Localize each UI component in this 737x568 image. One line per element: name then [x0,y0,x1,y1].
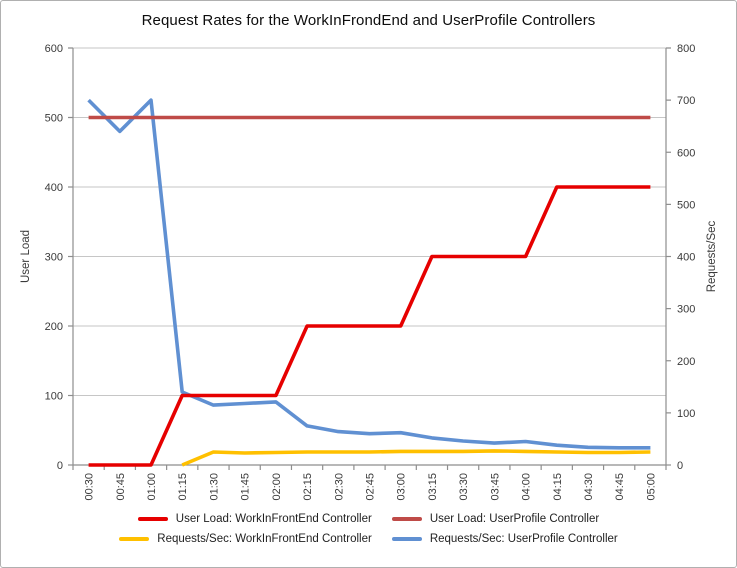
left-axis-tick-label: 600 [45,43,63,55]
right-axis-tick-label: 300 [677,304,695,316]
left-axis-tick-label: 300 [45,252,63,264]
x-axis-tick-label: 00:30 [84,473,96,501]
legend-line-swatch [137,517,168,521]
x-axis-tick-label: 00:45 [115,473,127,501]
left-axis-tick-label: 400 [45,182,63,194]
x-axis-tick-label: 01:30 [208,473,220,501]
x-axis-tick-label: 01:00 [146,473,158,501]
x-axis-tick-label: 05:00 [645,473,657,501]
legend-label: User Load: WorkInFrontEnd Controller [175,513,372,525]
x-axis-tick-label: 02:15 [302,473,314,501]
left-axis-tick-label: 0 [57,460,63,472]
x-axis-tick-label: 02:00 [271,473,283,501]
gridlines [73,47,666,396]
x-axis-tick-label: 02:45 [365,473,377,501]
x-axis-tick-label: 01:45 [240,473,252,501]
right-axis-tick-label: 200 [677,356,695,368]
x-axis-tick-label: 04:45 [614,473,626,501]
axes [68,47,671,470]
left-axis-tick-label: 200 [45,321,63,333]
x-axis-tick-label: 01:15 [177,473,189,501]
x-axis-tick-label: 02:30 [333,473,345,501]
x-axis-tick-label: 03:30 [458,473,470,501]
series-lines [87,98,651,467]
series-line [87,98,651,450]
legend-label: Requests/Sec: WorkInFrontEnd Controller [157,533,372,545]
right-axis-title: Requests/Sec [706,220,718,292]
legend-item-requests-userprofile: Requests/Sec: UserProfile Controller [391,533,618,545]
series-line [181,449,651,467]
x-axis-tick-label: 03:15 [427,473,439,501]
legend-row: User Load: WorkInFrontEnd Controller Use… [137,513,600,525]
left-axis-title: User Load [20,230,32,283]
right-axis-tick-label: 0 [677,460,683,472]
legend-label: User Load: UserProfile Controller [429,513,600,525]
chart-title: Request Rates for the WorkInFrondEnd and… [141,12,596,29]
tick-labels: 0 100 200 300 400 500 600 0 100 200 300 400 500 600 70… [45,43,696,501]
right-axis-tick-label: 800 [677,43,695,55]
series-line [88,185,651,467]
right-axis-tick-label: 100 [677,408,695,420]
legend-item-userload-workinfrontend: User Load: WorkInFrontEnd Controller [137,513,372,525]
right-axis-tick-label: 400 [677,252,695,264]
x-axis-tick-label: 03:45 [489,473,501,501]
x-axis-tick-label: 04:00 [521,473,533,501]
legend-line-swatch [391,517,422,521]
left-axis-tick-label: 100 [45,391,63,403]
legend-line-swatch [391,537,422,541]
legend-item-userload-userprofile: User Load: UserProfile Controller [391,513,600,525]
legend-line-swatch [119,537,150,541]
x-axis-tick-label: 04:15 [552,473,564,501]
right-axis-tick-label: 600 [677,147,695,159]
right-axis-tick-label: 700 [677,95,695,107]
x-axis-tick-label: 03:00 [396,473,408,501]
legend-row: Requests/Sec: WorkInFrontEnd Controller … [119,533,618,545]
legend-item-requests-workinfrontend: Requests/Sec: WorkInFrontEnd Controller [119,533,372,545]
right-axis-tick-label: 500 [677,199,695,211]
left-axis-tick-label: 500 [45,113,63,125]
x-axis-tick-label: 04:30 [583,473,595,501]
legend-label: Requests/Sec: UserProfile Controller [429,533,618,545]
legend: User Load: WorkInFrontEnd Controller Use… [1,513,736,545]
